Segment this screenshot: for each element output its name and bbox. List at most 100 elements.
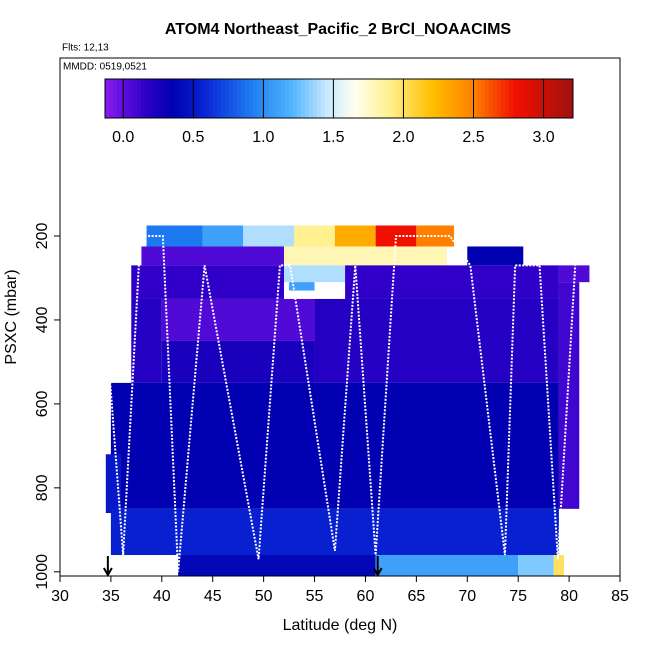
colorbar-swatch [365, 79, 370, 118]
colorbar-swatch [321, 79, 326, 118]
colorbar-swatch [265, 79, 270, 118]
x-tick-label: 30 [51, 588, 69, 605]
colorbar-swatch [425, 79, 430, 118]
x-tick-label: 85 [611, 588, 629, 605]
colorbar-swatch [197, 79, 202, 118]
cell [375, 555, 519, 576]
cell [294, 225, 335, 247]
colorbar-swatch [421, 79, 426, 118]
colorbar-swatch [337, 79, 342, 118]
subtitle: Flts: 12,13 [62, 43, 109, 54]
colorbar-swatch [469, 79, 474, 118]
arrow [372, 556, 383, 578]
colorbar-swatch [449, 79, 454, 118]
colorbar-swatch [429, 79, 434, 118]
colorbar-swatch [145, 79, 150, 118]
colorbar-frame [104, 78, 574, 119]
colorbar-swatch [361, 79, 366, 118]
x-tick-label: 40 [153, 588, 171, 605]
colorbar-swatch [141, 79, 146, 118]
colorbar-swatch [493, 79, 498, 118]
colorbar-swatch [445, 79, 450, 118]
cell [553, 555, 564, 576]
colorbar-swatch [417, 79, 422, 118]
colorbar-swatch [305, 79, 310, 118]
colorbar-swatch [289, 79, 294, 118]
x-tick-label: 70 [458, 588, 476, 605]
colorbar-swatch [281, 79, 286, 118]
colorbar-swatch [341, 79, 346, 118]
colorbar-swatch [161, 79, 166, 118]
colorbar-swatch [325, 79, 330, 118]
colorbar-swatch [441, 79, 446, 118]
colorbar-tick-label: 2.5 [462, 129, 484, 146]
colorbar-swatch [405, 79, 410, 118]
colorbar-swatch [413, 79, 418, 118]
colorbar-swatch [133, 79, 138, 118]
colorbar-tick-label: 3.0 [532, 129, 554, 146]
colorbar-swatch [245, 79, 250, 118]
colorbar-swatch [557, 79, 562, 118]
colorbar-swatch [569, 79, 574, 118]
cell [284, 246, 447, 266]
colorbar-swatch [309, 79, 314, 118]
colorbar-swatch [109, 79, 114, 118]
colorbar-swatch [153, 79, 158, 118]
colorbar-swatch [221, 79, 226, 118]
colorbar-swatch [297, 79, 302, 118]
y-tick-label: 1000 [34, 554, 51, 590]
colorbar-swatch [105, 79, 110, 118]
cell [141, 246, 284, 266]
cell [178, 555, 376, 576]
x-tick-label: 35 [102, 588, 120, 605]
colorbar-swatch [185, 79, 190, 118]
colorbar-tick-label: 0.0 [112, 129, 134, 146]
colorbar-swatch [501, 79, 506, 118]
colorbar-swatch [533, 79, 538, 118]
colorbar-swatch [229, 79, 234, 118]
colorbar-swatch [137, 79, 142, 118]
y-tick-label: 200 [34, 223, 51, 250]
colorbar-swatch [213, 79, 218, 118]
x-tick-label: 60 [357, 588, 375, 605]
colorbar-swatch [233, 79, 238, 118]
colorbar-swatch [313, 79, 318, 118]
cell [243, 225, 295, 247]
colorbar-swatch [181, 79, 186, 118]
colorbar-swatch [553, 79, 558, 118]
cell [345, 265, 559, 299]
colorbar-swatch [209, 79, 214, 118]
colorbar-swatch [525, 79, 530, 118]
colorbar-swatch [369, 79, 374, 118]
x-tick-label: 55 [306, 588, 324, 605]
colorbar-swatch [201, 79, 206, 118]
colorbar-swatch [389, 79, 394, 118]
colorbar-swatch [157, 79, 162, 118]
colorbar-swatch [217, 79, 222, 118]
cell [161, 298, 315, 341]
colorbar-swatch [285, 79, 290, 118]
colorbar-swatch [377, 79, 382, 118]
cell [202, 225, 244, 247]
chart-title: ATOM4 Northeast_Pacific_2 BrCl_NOAACIMS [165, 21, 511, 38]
colorbar-swatch [397, 79, 402, 118]
x-tick-label: 65 [407, 588, 425, 605]
colorbar-swatch [505, 79, 510, 118]
cell [146, 225, 203, 247]
x-axis-label: Latitude (deg N) [283, 617, 398, 634]
colorbar-tick-label: 1.5 [322, 129, 344, 146]
colorbar-swatch [173, 79, 178, 118]
colorbar-swatch [257, 79, 262, 118]
colorbar-swatch [453, 79, 458, 118]
colorbar-swatch [461, 79, 466, 118]
cell [110, 382, 559, 509]
colorbar-swatch [473, 79, 478, 118]
colorbar-swatch [497, 79, 502, 118]
colorbar-swatch [545, 79, 550, 118]
colorbar-swatch [509, 79, 514, 118]
colorbar-swatch [385, 79, 390, 118]
colorbar-swatch [393, 79, 398, 118]
y-tick-label: 400 [34, 306, 51, 333]
y-tick-label: 600 [34, 390, 51, 417]
colorbar-swatch [253, 79, 258, 118]
